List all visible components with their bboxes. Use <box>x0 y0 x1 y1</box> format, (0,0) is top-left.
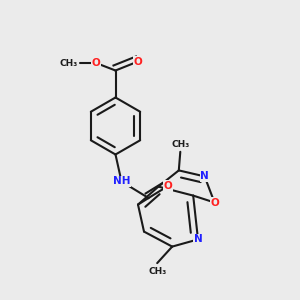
Text: N: N <box>194 234 202 244</box>
Text: CH₃: CH₃ <box>171 140 189 149</box>
Text: N: N <box>200 171 209 182</box>
Text: CH₃: CH₃ <box>148 267 166 276</box>
Text: O: O <box>164 181 172 191</box>
Text: CH₃: CH₃ <box>60 58 78 68</box>
Text: NH: NH <box>113 176 130 187</box>
Text: O: O <box>134 56 142 67</box>
Text: O: O <box>210 197 219 208</box>
Text: O: O <box>92 58 100 68</box>
